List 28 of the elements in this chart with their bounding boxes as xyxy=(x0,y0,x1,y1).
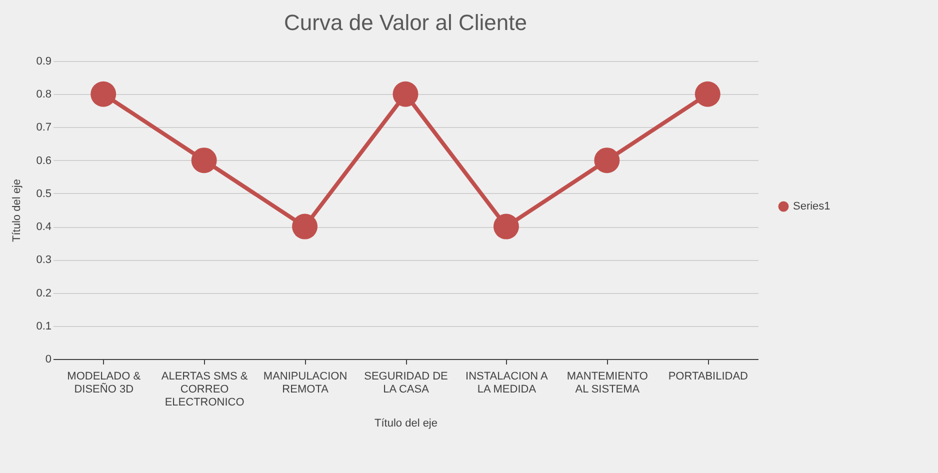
x-tick-label: MANIPULACION REMOTA xyxy=(263,370,348,396)
x-axis-title: Título del eje xyxy=(374,418,438,430)
x-tick-label: INSTALACION A LA MEDIDA xyxy=(466,370,549,396)
point xyxy=(292,214,318,240)
chart-title: Curva de Valor al Cliente xyxy=(284,10,527,35)
point xyxy=(392,81,418,107)
y-tick-label: 0.1 xyxy=(36,320,52,332)
x-tick-label: SEGURIDAD DE LA CASA xyxy=(364,370,448,396)
y-tick-label: 0.9 xyxy=(36,56,52,68)
point xyxy=(493,214,519,240)
point xyxy=(694,81,720,107)
y-axis-title: Título del eje xyxy=(11,179,24,242)
x-tick-label: MANTEMIENTO AL SISTEMA xyxy=(566,370,648,396)
y-tick-label: 0.7 xyxy=(36,122,52,134)
y-tick-label: 0 xyxy=(45,354,52,366)
point xyxy=(90,81,116,107)
y-tick-label: 0.2 xyxy=(36,287,52,300)
point xyxy=(191,148,217,174)
x-tick-label: MODELADO & DISEÑO 3D xyxy=(67,370,142,396)
point xyxy=(594,148,620,174)
x-tick-label: ALERTAS SMS & CORREO ELECTRONICO xyxy=(161,370,248,408)
legend-label: Series1 xyxy=(793,200,830,212)
y-tick-label: 0.8 xyxy=(36,88,52,101)
y-tick-label: 0.4 xyxy=(36,221,52,234)
y-tick-label: 0.3 xyxy=(36,254,52,266)
y-tick-label: 0.5 xyxy=(36,188,52,200)
y-tick-label: 0.6 xyxy=(36,154,52,167)
x-tick-label: PORTABILIDAD xyxy=(668,370,748,382)
